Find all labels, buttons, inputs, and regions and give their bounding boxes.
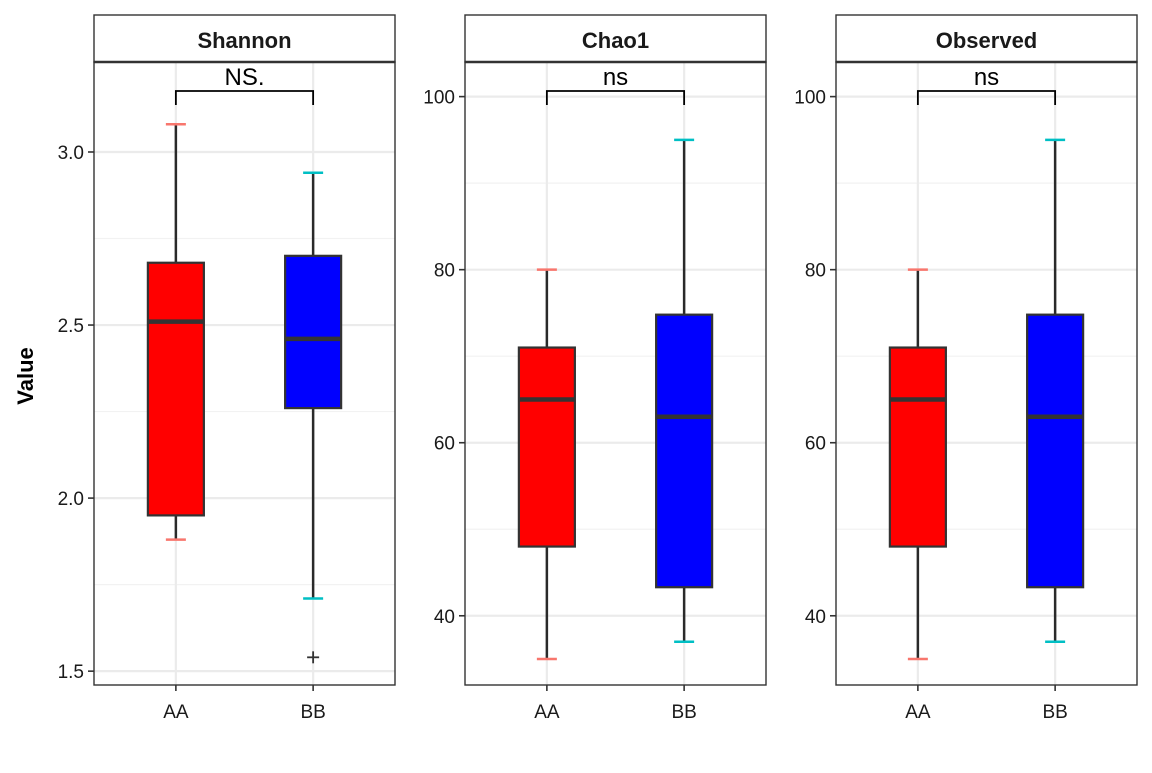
box-aa: [888, 268, 947, 661]
y-tick-label: 100: [794, 88, 826, 109]
significance-bracket: [916, 90, 1057, 105]
y-axis-label: Value: [13, 347, 38, 404]
box-iqr: [517, 346, 576, 548]
plot-background: [94, 62, 395, 685]
box-iqr: [146, 261, 205, 517]
y-tick-label: 1.5: [58, 662, 84, 683]
x-tick-label: AA: [534, 702, 560, 723]
panel-chao1: ns Chao1 40 60 80 100 AA BB: [423, 14, 767, 723]
significance-bracket: [174, 90, 315, 105]
facet-strip-label: Observed: [936, 28, 1038, 53]
y-tick-label: 40: [805, 607, 826, 628]
x-tick-label: BB: [671, 702, 696, 723]
facet-strip: [835, 14, 1138, 63]
y-tick-label: 2.5: [58, 316, 84, 337]
box-aa: [517, 268, 576, 661]
y-tick-label: 40: [434, 607, 455, 628]
panel-observed: ns Observed 40 60 80 100 AA BB: [794, 14, 1138, 723]
y-tick-label: 100: [423, 88, 455, 109]
y-tick-label: 60: [805, 434, 826, 455]
facet-strip: [464, 14, 767, 63]
x-tick-label: AA: [163, 702, 189, 723]
significance-bracket: [545, 90, 686, 105]
box-bb: [284, 171, 343, 664]
box-iqr: [284, 254, 343, 410]
box-bb: [1026, 138, 1085, 643]
y-tick-label: 80: [434, 261, 455, 282]
plot-background: [836, 62, 1137, 685]
x-tick-label: BB: [1042, 702, 1067, 723]
box-bb: [655, 138, 714, 643]
box-aa: [146, 123, 205, 541]
x-tick-label: BB: [300, 702, 325, 723]
x-tick-label: AA: [905, 702, 931, 723]
panel-shannon: NS. Shannon 1.5 2.0 2.5 3.0 AA BB: [58, 14, 396, 723]
box-iqr: [888, 346, 947, 548]
y-tick-label: 3.0: [58, 143, 84, 164]
y-tick-label: 2.0: [58, 489, 84, 510]
significance-label: NS.: [224, 64, 264, 91]
y-tick-label: 60: [434, 434, 455, 455]
plot-background: [465, 62, 766, 685]
facet-strip: [93, 14, 396, 63]
box-iqr: [1026, 313, 1085, 589]
significance-label: ns: [974, 64, 999, 91]
facet-strip-label: Shannon: [197, 28, 291, 53]
box-iqr: [655, 313, 714, 589]
y-tick-label: 80: [805, 261, 826, 282]
significance-label: ns: [603, 64, 628, 91]
facet-strip-label: Chao1: [582, 28, 649, 53]
